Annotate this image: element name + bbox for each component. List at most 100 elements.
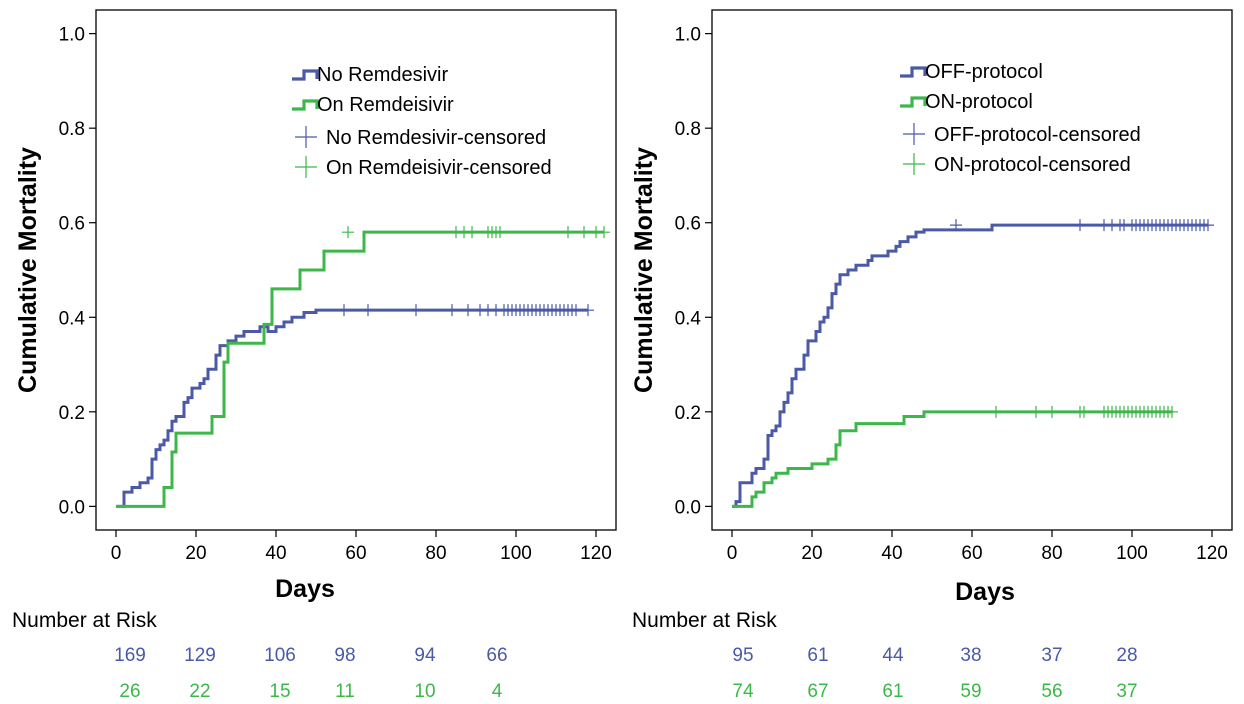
chart1-risk-value: 4 [492,681,503,702]
chart1-x-tick-label: 0 [111,543,122,564]
chart1-y-tick-label: 0.0 [59,497,85,518]
chart2-risk-value: 67 [807,681,828,702]
chart1-legend-swatch-1 [292,69,319,81]
chart1-legend-label-4: On Remdeisivir-censored [326,157,552,179]
chart1-series-line-1 [116,308,588,508]
chart2-risk-value: 61 [807,645,828,666]
chart2-risk-value: 74 [732,681,754,702]
chart2-legend-swatch-3 [903,123,925,145]
chart2-censor-mark-1 [1074,219,1086,232]
chart1-y-tick-label: 1.0 [59,25,85,46]
chart2-y-tick-label: 0.0 [675,497,701,518]
chart2-y-axis-title: Cumulative Mortality [630,147,658,393]
chart2-censor-mark-2 [1078,405,1090,418]
chart2-series-line-1 [732,223,1208,508]
chart1-legend-label-3: No Remdesivir-censored [326,127,546,149]
chart1-y-tick-label: 0.8 [59,119,85,140]
chart1-censor-mark-2 [466,226,478,239]
chart1-risk-value: 169 [114,645,146,666]
chart2-legend-swatch-2 [900,96,927,108]
chart2-legend-label-3: OFF-protocol-censored [934,124,1141,146]
chart1-censor-mark-1 [362,304,374,317]
chart2-risk-value: 56 [1041,681,1062,702]
chart2-censor-mark-2 [1166,405,1178,418]
chart2-series-line-2 [732,410,1172,508]
chart1-risk-value: 98 [334,645,355,666]
chart2-y-tick-label: 1.0 [675,25,701,46]
chart2-censor-mark-2 [1046,405,1058,418]
chart2-risk-value: 61 [882,681,903,702]
chart2-x-tick-label: 40 [881,543,902,564]
chart1-risk-value: 11 [335,681,355,702]
chart1-y-tick-label: 0.6 [59,214,85,235]
chart1-censor-mark-1 [338,304,350,317]
chart2-risk-value: 37 [1116,681,1137,702]
chart2-legend-label-4: ON-protocol-censored [934,154,1131,176]
chart2-legend-label-2: ON-protocol [925,91,1033,113]
chart1-censor-mark-1 [462,304,474,317]
chart2-censor-mark-1 [1202,219,1214,232]
chart1-censor-mark-2 [578,226,590,239]
chart1-censor-mark-2 [494,226,506,239]
chart2-x-tick-label: 120 [1196,543,1228,564]
chart1-censor-mark-1 [446,304,458,317]
chart1-risk-value: 10 [414,681,435,702]
chart1-series-line-2 [116,230,604,508]
chart1-censor-mark-1 [582,304,594,317]
chart1-censor-mark-1 [410,304,422,317]
chart1-x-tick-label: 20 [185,543,206,564]
chart2-censor-mark-2 [1030,405,1042,418]
chart1-x-tick-label: 80 [425,543,446,564]
chart1-legend-label-2: On Remdeisivir [317,94,454,116]
chart2-plot: 0 20 40 60 80 100 120 0.0 0.2 0.4 0.6 0.8 1.0 Days Cum… [630,9,1233,702]
chart1-y-tick-label: 0.4 [59,308,86,329]
chart2-plot-frame [711,9,1233,531]
chart1-risk-value: 94 [414,645,436,666]
chart2-censor-mark-1 [950,219,962,232]
chart1-x-axis-title: Days [275,575,335,603]
chart1-plot: 0 20 40 60 80 100 120 0.0 0.2 0.4 0.6 0.8 1.0 Days Cum… [12,9,617,702]
chart2-x-tick-label: 80 [1041,543,1062,564]
chart2-x-tick-label: 60 [961,543,982,564]
chart1-legend-label-1: No Remdesivir [317,64,448,86]
chart1-censor-mark-2 [598,226,610,239]
chart1-legend: No Remdesivir On Remdeisivir No Remdesivir… [292,64,552,179]
chart2-risk-title: Number at Risk [632,609,777,632]
chart2-y-tick-label: 0.6 [675,214,701,235]
chart2-risk-value: 44 [882,645,904,666]
chart1-risk-value: 15 [269,681,290,702]
chart1-risk-value: 106 [264,645,296,666]
chart2-legend-swatch-1 [900,66,927,78]
chart1-risk-value: 22 [189,681,210,702]
chart2-risk-value: 28 [1116,645,1137,666]
chart1-x-tick-label: 100 [500,543,532,564]
chart2-x-tick-label: 0 [727,543,738,564]
chart1-y-tick-label: 0.2 [59,403,85,424]
chart2-legend-swatch-4 [903,153,925,175]
chart1-x-tick-label: 120 [580,543,612,564]
chart1-legend-swatch-3 [295,126,317,148]
chart1-censor-mark-1 [570,304,582,317]
chart2-risk-value: 38 [960,645,981,666]
chart1-risk-title: Number at Risk [12,609,157,632]
chart2-censor-mark-2 [990,405,1002,418]
chart1-censor-mark-2 [342,226,354,239]
chart1-risk-value: 66 [486,645,507,666]
chart2-y-tick-label: 0.2 [675,403,701,424]
chart1-x-tick-label: 60 [345,543,366,564]
chart1-y-axis-title: Cumulative Mortality [14,147,42,393]
chart2-y-tick-label: 0.4 [675,308,702,329]
chart1-risk-value: 26 [119,681,140,702]
chart2-legend: OFF-protocol ON-protocol OFF-protocol-cens… [900,61,1141,176]
chart1-legend-swatch-2 [292,99,319,111]
chart2-y-tick-label: 0.8 [675,119,701,140]
chart2-x-tick-label: 20 [801,543,822,564]
chart1-legend-swatch-4 [295,156,317,178]
chart2-risk-value: 59 [960,681,981,702]
chart1-x-tick-label: 40 [265,543,286,564]
chart2-risk-value: 37 [1041,645,1062,666]
chart2-risk-value: 95 [732,645,753,666]
chart2-x-axis-title: Days [955,578,1015,606]
chart2-legend-label-1: OFF-protocol [925,61,1043,83]
